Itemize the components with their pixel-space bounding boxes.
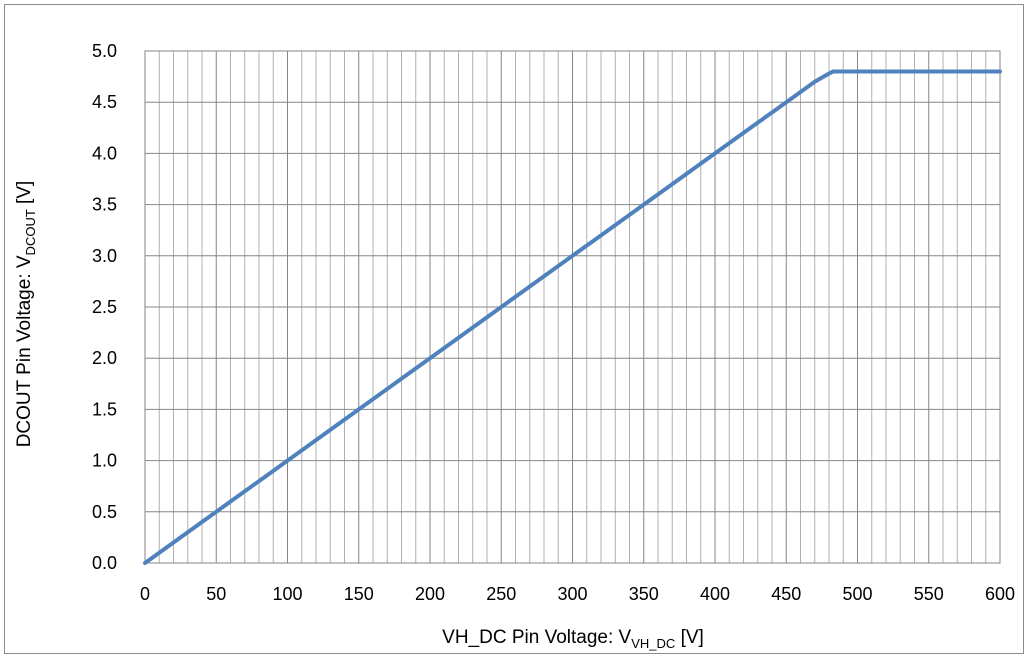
x-tick-label: 200 <box>415 584 445 604</box>
x-tick-label: 150 <box>344 584 374 604</box>
y-tick-label: 0.0 <box>92 553 117 573</box>
plot-area-border <box>144 50 1001 564</box>
x-tick-labels: 0 50 100 150 200 250 300 350 400 450 500 550 600 <box>140 584 1015 604</box>
y-tick-labels: 0.0 0.5 1.0 1.5 2.0 2.5 3.0 3.5 4.0 4.5 5.0 <box>92 41 117 573</box>
y-tick-label: 5.0 <box>92 41 117 61</box>
plot-border <box>144 50 1001 564</box>
y-tick-label: 3.5 <box>92 195 117 215</box>
series-group <box>143 69 1002 565</box>
x-tick-label: 50 <box>206 584 226 604</box>
x-axis-label-main: VH_DC Pin Voltage: V <box>442 627 631 648</box>
y-tick-label: 4.5 <box>92 92 117 112</box>
x-tick-label: 100 <box>272 584 302 604</box>
x-tick-label: 400 <box>700 584 730 604</box>
x-tick-label: 0 <box>140 584 150 604</box>
y-axis-label-main: DCOUT Pin Voltage: V <box>14 255 35 447</box>
x-tick-label: 550 <box>914 584 944 604</box>
x-tick-label: 300 <box>557 584 587 604</box>
y-tick-label: 2.5 <box>92 297 117 317</box>
x-tick-label: 450 <box>771 584 801 604</box>
x-tick-label: 600 <box>985 584 1015 604</box>
grid <box>144 50 1001 564</box>
y-tick-label: 1.5 <box>92 399 117 419</box>
y-tick-label: 4.0 <box>92 143 117 163</box>
y-tick-label: 3.0 <box>92 246 117 266</box>
y-axis-label: DCOUT Pin Voltage: VDCOUT [V] <box>14 181 38 448</box>
x-tick-label: 250 <box>486 584 516 604</box>
y-tick-label: 0.5 <box>92 502 117 522</box>
y-tick-label: 2.0 <box>92 348 117 368</box>
x-tick-label: 350 <box>629 584 659 604</box>
y-axis-label-unit: [V] <box>14 181 35 210</box>
x-tick-label: 500 <box>842 584 872 604</box>
y-tick-label: 1.0 <box>92 451 117 471</box>
x-axis-label: VH_DC Pin Voltage: VVH_DC [V] <box>442 627 704 651</box>
x-axis-label-unit: [V] <box>675 627 704 648</box>
y-axis-label-subscript: DCOUT <box>23 209 38 255</box>
series-line <box>143 69 1002 565</box>
x-axis-label-subscript: VH_DC <box>631 636 675 651</box>
